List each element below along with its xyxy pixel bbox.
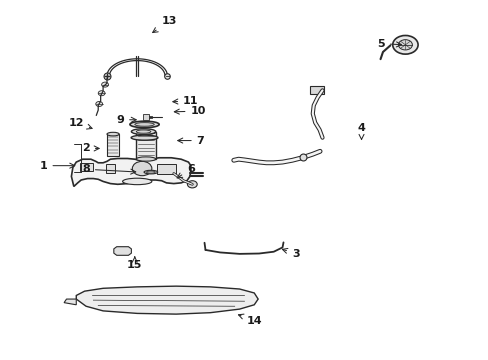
Ellipse shape bbox=[144, 170, 158, 174]
Text: 1: 1 bbox=[40, 161, 75, 171]
Circle shape bbox=[398, 40, 411, 50]
Ellipse shape bbox=[136, 157, 156, 161]
Bar bbox=[309, 86, 324, 94]
Text: 13: 13 bbox=[152, 17, 176, 32]
Ellipse shape bbox=[107, 132, 119, 136]
Text: 12: 12 bbox=[68, 118, 92, 129]
Ellipse shape bbox=[131, 129, 156, 134]
Circle shape bbox=[102, 82, 108, 87]
Circle shape bbox=[96, 102, 102, 107]
Ellipse shape bbox=[130, 121, 159, 128]
Text: 5: 5 bbox=[376, 39, 401, 49]
Text: 14: 14 bbox=[238, 314, 262, 325]
Circle shape bbox=[98, 91, 105, 96]
Polygon shape bbox=[71, 158, 190, 186]
Polygon shape bbox=[80, 163, 93, 171]
Polygon shape bbox=[114, 247, 131, 255]
Ellipse shape bbox=[136, 130, 151, 133]
Ellipse shape bbox=[136, 130, 156, 134]
Text: 15: 15 bbox=[127, 257, 142, 270]
Text: 3: 3 bbox=[282, 248, 299, 258]
Text: 6: 6 bbox=[177, 164, 194, 178]
Text: 8: 8 bbox=[82, 164, 136, 174]
Text: 4: 4 bbox=[357, 123, 365, 139]
Circle shape bbox=[392, 36, 417, 54]
Polygon shape bbox=[157, 164, 176, 174]
Polygon shape bbox=[76, 286, 258, 314]
Ellipse shape bbox=[146, 171, 155, 173]
Ellipse shape bbox=[135, 123, 154, 126]
Text: 7: 7 bbox=[177, 136, 204, 145]
Text: 2: 2 bbox=[82, 143, 99, 153]
Circle shape bbox=[132, 161, 152, 176]
Text: 9: 9 bbox=[116, 115, 136, 125]
Circle shape bbox=[187, 181, 197, 188]
Polygon shape bbox=[64, 299, 76, 305]
Text: 11: 11 bbox=[173, 96, 198, 106]
Polygon shape bbox=[105, 164, 115, 173]
Ellipse shape bbox=[122, 178, 152, 185]
Bar bbox=[136, 132, 156, 159]
Text: 10: 10 bbox=[174, 106, 205, 116]
Bar bbox=[107, 134, 119, 156]
Ellipse shape bbox=[131, 135, 158, 140]
